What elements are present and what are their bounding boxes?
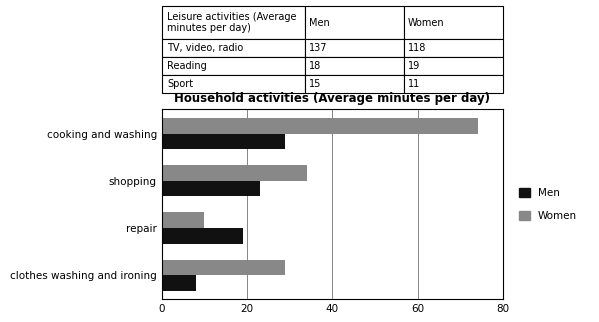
Bar bbox=[162, 228, 243, 244]
Legend: Men, Women: Men, Women bbox=[515, 184, 582, 225]
Bar bbox=[162, 260, 286, 275]
Bar bbox=[162, 213, 204, 228]
Bar bbox=[162, 275, 196, 291]
Bar bbox=[162, 181, 260, 196]
Bar bbox=[162, 118, 477, 134]
Bar bbox=[162, 134, 286, 149]
Bar bbox=[162, 165, 307, 181]
Title: Household activities (Average minutes per day): Household activities (Average minutes pe… bbox=[174, 92, 491, 106]
